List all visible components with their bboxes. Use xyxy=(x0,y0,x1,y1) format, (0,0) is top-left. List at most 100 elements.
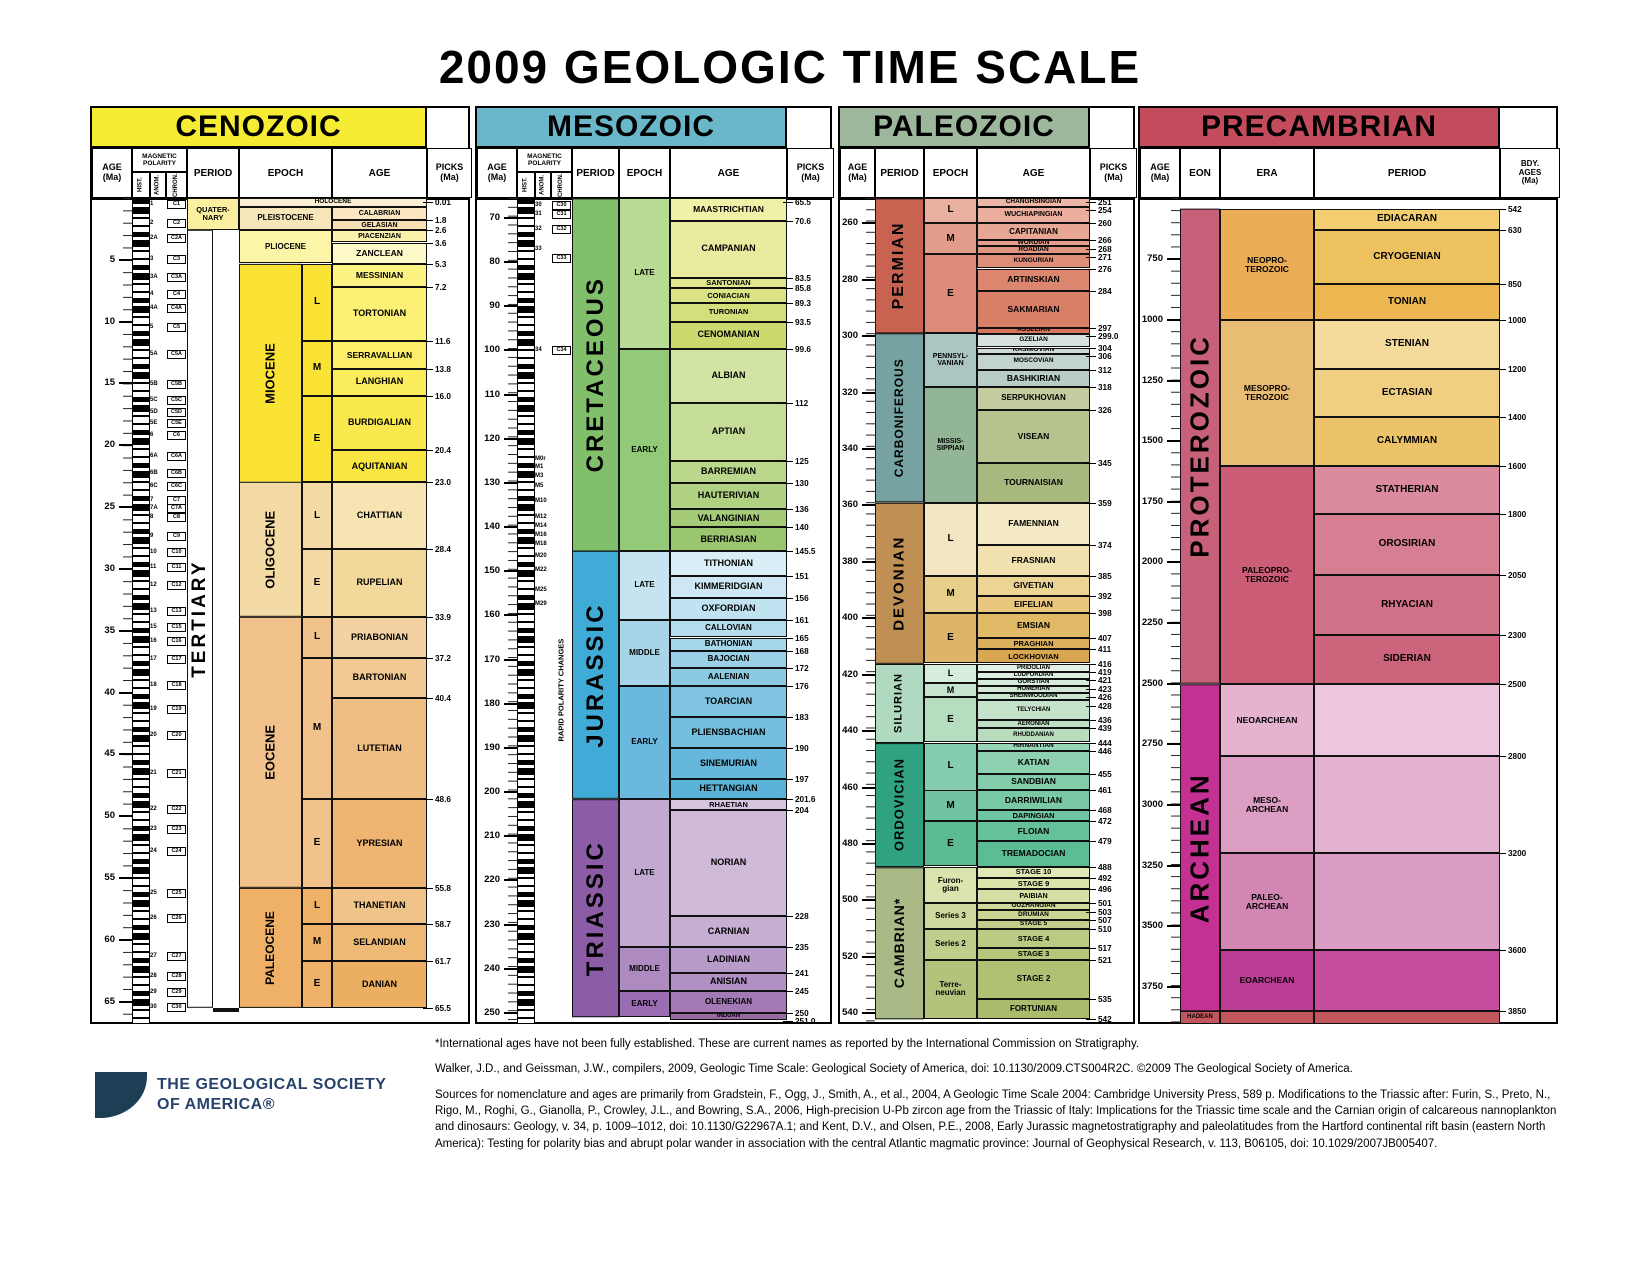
age-cell: LADINIAN xyxy=(670,946,787,974)
age-tick: 220 xyxy=(477,874,517,886)
pick-label: 33.9 xyxy=(423,613,468,622)
age-cell: WUCHIAPINGIAN xyxy=(977,206,1090,224)
anomaly-label: M18 xyxy=(535,540,547,547)
anomaly-label: 5D xyxy=(150,408,158,415)
chron-box-label: C5C xyxy=(167,395,186,405)
age-cell: AALENIAN xyxy=(670,668,787,687)
age-tick: 3500 xyxy=(1140,920,1180,932)
age-cell: KIMMERIDGIAN xyxy=(670,575,787,598)
footnote-international-ages: *International ages have not been fully … xyxy=(435,1038,1140,1050)
pick-label: 241 xyxy=(783,969,830,978)
pick-label: 444 xyxy=(1086,739,1133,748)
anomaly-label: 4 xyxy=(150,291,154,298)
age-cell: DAPINGIAN xyxy=(977,810,1090,822)
column-header: AGE (Ma) xyxy=(477,148,517,198)
age-tick: 5 xyxy=(92,254,132,266)
age-tick: 380 xyxy=(840,556,875,568)
pick-label: 251 xyxy=(1086,198,1133,207)
subepoch-cell: M xyxy=(302,341,332,396)
age-tick: 30 xyxy=(92,563,132,575)
chron-box-label: C11 xyxy=(167,562,186,572)
pick-label: 423 xyxy=(1086,685,1133,694)
age-tick: 250 xyxy=(477,1007,517,1019)
pick-label: 161 xyxy=(783,616,830,625)
pick-label: 446 xyxy=(1086,747,1133,756)
gsa-logo-line1: THE GEOLOGICAL SOCIETY xyxy=(157,1076,387,1093)
pick-label: 436 xyxy=(1086,716,1133,725)
pc-period-cell xyxy=(1314,683,1500,757)
era-band-title: MESOZOIC xyxy=(477,108,787,148)
age-cell: HETTANGIAN xyxy=(670,778,787,800)
anomaly-label: 6B xyxy=(150,469,158,476)
pick-label: 299.0 xyxy=(1086,332,1133,341)
anomaly-label: M1 xyxy=(535,464,544,471)
age-cell: ANISIAN xyxy=(670,973,787,991)
pick-label: 70.6 xyxy=(783,217,830,226)
age-cell: AQUITANIAN xyxy=(332,450,427,483)
pick-label: 1800 xyxy=(1496,510,1556,519)
age-cell: GORSTIAN xyxy=(977,678,1090,686)
age-tick: 750 xyxy=(1140,253,1180,265)
pick-label: 204 xyxy=(783,806,830,815)
pick-label: 542 xyxy=(1086,1015,1133,1024)
chron-box-label: C3A xyxy=(167,273,186,283)
age-tick: 280 xyxy=(840,274,875,286)
anomaly-label: 15 xyxy=(150,624,157,631)
anomaly-label: 34 xyxy=(535,347,542,354)
pick-label: 407 xyxy=(1086,634,1133,643)
period-cell: ORDOVICIAN xyxy=(875,742,924,867)
anomaly-label: 6A xyxy=(150,453,158,460)
epoch-cell: M xyxy=(924,576,977,613)
age-tick: 3250 xyxy=(1140,860,1180,872)
pick-label: 99.6 xyxy=(783,345,830,354)
anomaly-label: 13 xyxy=(150,608,157,614)
chron-box-label: C7A xyxy=(167,504,186,514)
age-tick: 1750 xyxy=(1140,496,1180,508)
age-cell: MOSCOVIAN xyxy=(977,353,1090,371)
pick-label: 1000 xyxy=(1496,316,1556,325)
age-cell: MAASTRICHTIAN xyxy=(670,198,787,221)
magnetic-polarity-bar xyxy=(132,198,150,1024)
anomaly-label: 30 xyxy=(535,201,542,208)
era-cell: EOARCHEAN xyxy=(1220,950,1314,1011)
column-header: AGE xyxy=(332,148,427,198)
age-tick: 40 xyxy=(92,687,132,699)
age-cell: PIACENZIAN xyxy=(332,230,427,243)
age-tick: 90 xyxy=(477,300,517,312)
pick-label: 23.0 xyxy=(423,478,468,487)
anomaly-label: 18 xyxy=(150,682,157,689)
pick-label: 439 xyxy=(1086,724,1133,733)
age-cell: STAGE 10 xyxy=(977,866,1090,878)
age-tick: 3000 xyxy=(1140,799,1180,811)
era-cell: PALEOPRO- TEROZOIC xyxy=(1220,465,1314,684)
age-cell: TORTONIAN xyxy=(332,287,427,342)
age-cell: PAIBIAN xyxy=(977,889,1090,904)
pick-label: 1200 xyxy=(1496,365,1556,374)
pick-label: 455 xyxy=(1086,770,1133,779)
age-cell: VALANGINIAN xyxy=(670,509,787,528)
chron-box-label: C31 xyxy=(552,210,571,220)
age-cell: TITHONIAN xyxy=(670,551,787,576)
age-cell: KATIAN xyxy=(977,750,1090,774)
anomaly-label: M20 xyxy=(535,553,547,560)
column-header: PICKS (Ma) xyxy=(787,148,834,198)
chron-box-label: C16 xyxy=(167,636,186,646)
pick-label: 266 xyxy=(1086,236,1133,245)
age-cell: OXFORDIAN xyxy=(670,597,787,620)
age-tick: 35 xyxy=(92,625,132,637)
age-cell: BAJOCIAN xyxy=(670,650,787,669)
footnote-citation: Walker, J.D., and Geissman, J.W., compil… xyxy=(435,1063,1353,1076)
anomaly-label: M3 xyxy=(535,473,544,480)
epoch-cell: E xyxy=(924,612,977,664)
era-cell: NEOPRO- TEROZOIC xyxy=(1220,209,1314,320)
age-tick: 190 xyxy=(477,742,517,754)
epoch-cell: Furon- gian xyxy=(924,866,977,904)
column-header: PERIOD xyxy=(875,148,924,198)
anomaly-label: M5 xyxy=(535,483,544,489)
age-cell: SHEINWOODIAN xyxy=(977,692,1090,700)
pick-label: 496 xyxy=(1086,885,1133,894)
anomaly-label: 22 xyxy=(150,805,157,812)
pick-label: 2300 xyxy=(1496,631,1556,640)
anomaly-label: 25 xyxy=(150,889,157,896)
panel-precambrian: PRECAMBRIAN AGE (Ma) EON ERA PERIOD BDY. AGES… xyxy=(1138,106,1560,1024)
